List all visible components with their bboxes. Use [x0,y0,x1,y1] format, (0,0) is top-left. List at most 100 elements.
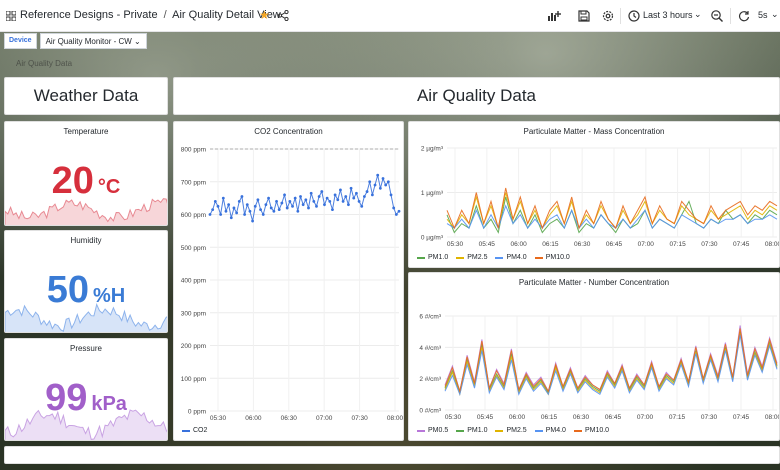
legend-item[interactable]: PM2.5 [456,254,487,261]
legend-swatch [495,256,504,259]
legend-item[interactable]: CO2 [182,427,207,434]
data-point [392,206,396,210]
data-point [232,206,236,210]
y-tick-label: 700 ppm [181,179,206,186]
series-line-pm1-0 [446,196,778,234]
series-line-pm1-0 [444,331,778,395]
chart-legend: PM1.0 PM2.5 PM4.0 PM10.0 [417,254,570,261]
pressure-value: 99 kPa [5,377,167,420]
y-tick-label: 1 µg/m³ [421,190,444,197]
series-line-pm2-5 [444,333,778,397]
data-point [381,177,385,180]
x-tick-label: 06:45 [605,414,622,421]
temperature-value: 20 °C [5,160,167,203]
y-tick-label: 0 µg/m³ [421,235,444,242]
collapsed-row-panel[interactable] [4,446,780,464]
legend-item[interactable]: PM10.0 [534,254,570,261]
gear-icon[interactable] [601,9,615,23]
time-range-picker[interactable]: Last 3 hours [643,10,693,20]
data-point [275,200,278,203]
legend-label: PM10.0 [584,427,610,434]
data-point [213,200,217,203]
chart-legend: PM0.5 PM1.0 PM2.5 PM4.0 PM10.0 [417,427,609,434]
data-point [269,206,273,210]
data-point [397,209,401,213]
legend-item[interactable]: PM0.5 [417,427,448,434]
data-point [293,196,297,200]
chart-legend: CO2 [182,427,207,434]
refresh-interval-picker[interactable]: 5s [758,10,768,20]
data-point [299,195,302,198]
x-tick-label: 07:00 [637,414,654,421]
x-tick-label: 06:30 [281,415,298,422]
x-tick-label: 08:00 [765,414,780,421]
air-header-panel: Air Quality Data [173,77,780,115]
data-point [355,191,358,195]
x-tick-label: 07:30 [701,241,718,248]
sparkline-area [5,198,167,225]
temperature-number: 20 [51,160,94,202]
panel-title: Humidity [70,236,102,245]
y-tick-label: 400 ppm [181,278,206,285]
chevron-down-icon[interactable]: ⌄ [694,9,702,19]
data-point [384,183,388,187]
share-icon[interactable] [278,10,289,21]
data-point [347,203,350,207]
toolbar-divider [730,8,731,24]
panel-title: Particulate Matter - Mass Concentration [523,127,665,136]
x-tick-label: 05:30 [210,415,227,422]
legend-item[interactable]: PM1.0 [417,254,448,261]
legend-swatch [182,429,190,432]
legend-item[interactable]: PM4.0 [495,254,527,261]
data-point [277,208,281,211]
x-tick-label: 07:30 [701,414,718,421]
breadcrumb-folder[interactable]: Reference Designs - Private [20,9,158,21]
data-point [317,195,321,198]
save-icon[interactable] [577,9,591,23]
y-tick-label: 200 ppm [181,343,206,350]
add-panel-icon[interactable] [547,9,561,23]
series-line-pm10-0 [444,328,778,394]
data-point [352,196,356,200]
legend-item[interactable]: PM10.0 [573,427,610,434]
y-tick-label: 0 #/cm³ [419,408,442,415]
row-title-collapsed[interactable]: Air Quality Data [16,59,73,68]
legend-swatch [573,429,582,432]
data-point [320,190,324,193]
data-point [336,198,340,202]
legend-item[interactable]: PM4.0 [534,427,566,434]
breadcrumb: Reference Designs - Private / Air Qualit… [20,9,281,21]
star-icon[interactable]: ★ [259,8,270,22]
refresh-icon[interactable] [737,9,751,23]
data-point [344,195,348,198]
data-point [296,209,300,213]
chevron-down-icon[interactable]: ⌄ [771,9,779,19]
co2-chart[interactable]: 800 ppm 700 ppm 600 ppm 500 ppm 400 ppm 300 p… [174,122,404,441]
x-tick-label: 06:15 [542,241,559,248]
legend-item[interactable]: PM1.0 [456,427,487,434]
data-point [362,195,366,198]
x-tick-label: 06:00 [245,415,262,422]
legend-label: CO2 [193,427,208,434]
apps-grid-icon[interactable] [6,11,16,21]
data-point [368,180,372,184]
data-point [208,213,212,216]
y-tick-label: 2 #/cm³ [419,376,442,383]
pm-number-chart-panel: Particulate Matter - Number Concentratio… [408,272,780,441]
data-point [304,198,308,202]
y-tick-label: 2 µg/m³ [421,146,444,153]
zoom-out-icon[interactable] [710,9,724,23]
data-point [219,213,223,216]
clock-icon[interactable] [627,9,641,23]
data-point [253,204,257,208]
y-tick-label: 6 #/cm³ [419,314,442,321]
legend-item[interactable]: PM2.5 [495,427,527,434]
y-tick-label: 0 ppm [188,409,206,416]
panel-title: Temperature [63,127,109,136]
data-point [339,188,342,192]
legend-swatch [417,256,425,259]
device-variable-select[interactable]: Air Quality Monitor - CW ⌄ [39,33,147,49]
pm-mass-chart-panel: Particulate Matter - Mass Concentration … [408,121,780,268]
